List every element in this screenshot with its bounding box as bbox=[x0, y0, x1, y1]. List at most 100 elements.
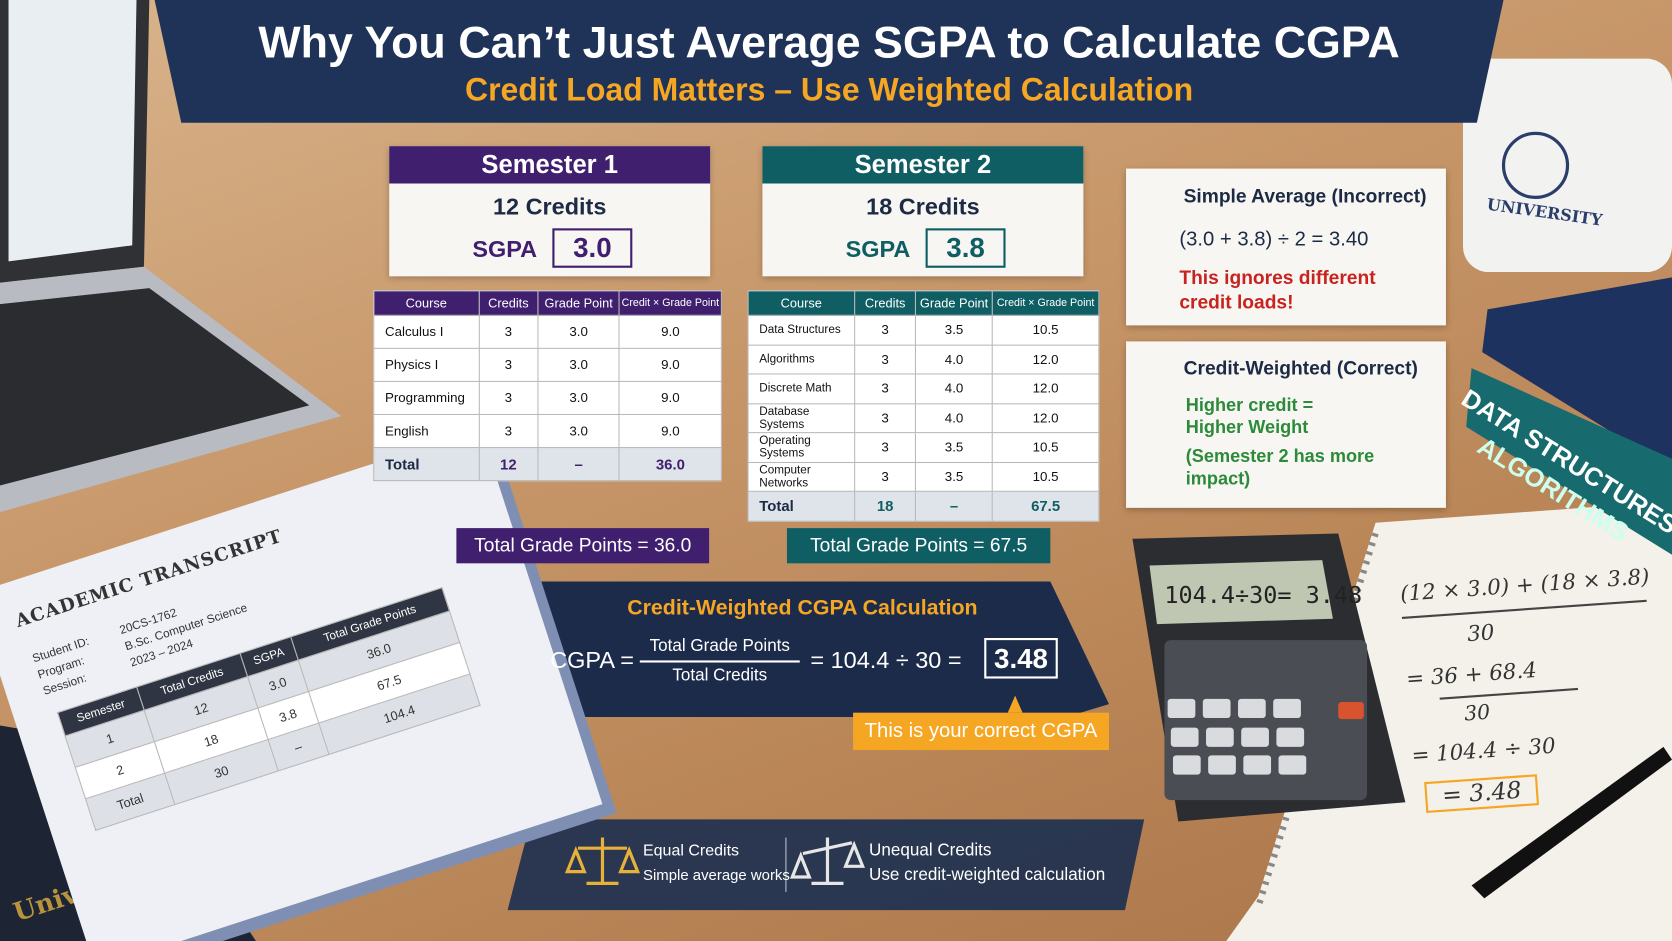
header-banner bbox=[154, 0, 1504, 123]
subtitle: Credit Load Matters – Use Weighted Calcu… bbox=[464, 72, 1194, 108]
cell: 3.0 bbox=[537, 314, 620, 349]
total-cell: 67.5 bbox=[991, 490, 1100, 522]
course-row: Database Systems 3 4.0 12.0 bbox=[747, 402, 1100, 434]
sgpa-label: SGPA bbox=[845, 235, 911, 263]
semester-card: Semester 2 18 Credits SGPA 3.8 bbox=[762, 146, 1084, 277]
footer-title: Equal Credits bbox=[642, 841, 740, 860]
header-row: Course Credits Grade Point Credit × Grade P… bbox=[373, 290, 722, 316]
course-row: English 3 3.0 9.0 bbox=[373, 413, 722, 449]
semester-card: Semester 1 12 Credits SGPA 3.0 bbox=[389, 146, 711, 277]
note: This ignores different credit loads! bbox=[1179, 266, 1376, 313]
footer-text: Simple average works bbox=[642, 866, 790, 884]
total-cell: 18 bbox=[853, 490, 917, 522]
calc-panel bbox=[485, 581, 1109, 717]
sgpa-label: SGPA bbox=[472, 235, 538, 263]
semester-title: Semester 2 bbox=[762, 146, 1084, 184]
pen bbox=[1471, 746, 1672, 899]
cell: 3 bbox=[478, 380, 539, 416]
notebook-workings: (12 × 3.0) + (18 × 3.8) 30 = 36 + 68.4 30 = … bbox=[1377, 545, 1672, 842]
credits: 18 Credits bbox=[866, 193, 980, 220]
cell: Algorithms bbox=[747, 344, 856, 375]
cell: 3.0 bbox=[537, 347, 620, 382]
column-header: Credits bbox=[478, 290, 539, 316]
point: Higher credit = Higher Weight bbox=[1185, 394, 1314, 438]
formula: (3.0 + 3.8) ÷ 2 = 3.40 bbox=[1179, 228, 1369, 251]
cell: 9.0 bbox=[618, 380, 722, 416]
cell: 3 bbox=[478, 347, 539, 382]
cell: 4.0 bbox=[915, 344, 993, 375]
column-header: Course bbox=[747, 290, 856, 316]
cell: 3.0 bbox=[537, 413, 620, 449]
callout: This is your correct CGPA bbox=[853, 712, 1109, 751]
card-title: Credit-Weighted (Correct) bbox=[1183, 357, 1418, 379]
column-header: Credits bbox=[853, 290, 917, 316]
sgpa: 3.0 bbox=[552, 228, 633, 268]
cell: 4.0 bbox=[915, 373, 993, 404]
calc-title: Credit-Weighted CGPA Calculation bbox=[627, 595, 978, 620]
numerator: Total Grade Points bbox=[649, 636, 790, 656]
semester-title: Semester 1 bbox=[389, 146, 711, 184]
cell: Physics I bbox=[373, 347, 480, 382]
header-row: Course Credits Grade Point Credit × Grade P… bbox=[747, 290, 1100, 316]
cell: 10.5 bbox=[991, 314, 1100, 346]
cell: 3 bbox=[853, 344, 917, 375]
cell: Programming bbox=[373, 380, 480, 416]
calculator bbox=[1132, 533, 1406, 822]
note: (Semester 2 has more impact) bbox=[1185, 445, 1375, 489]
credits: 12 Credits bbox=[492, 193, 607, 220]
total-cell: – bbox=[915, 490, 993, 522]
footer-title: Unequal Credits bbox=[869, 841, 992, 860]
total-grade-points: Total Grade Points = 36.0 bbox=[456, 528, 710, 564]
course-row: Computer Networks 3 3.5 10.5 bbox=[747, 461, 1100, 492]
handwriting: 30 bbox=[1466, 618, 1496, 647]
credit-weighted-card: Credit-Weighted (Correct) Higher credit … bbox=[1126, 341, 1446, 508]
cell: 3 bbox=[853, 402, 917, 434]
handwriting: = 36 + 68.4 bbox=[1405, 656, 1538, 692]
cell: 3 bbox=[853, 432, 917, 463]
cell: English bbox=[373, 413, 480, 449]
column-header: Grade Point bbox=[915, 290, 993, 316]
cell: 3 bbox=[478, 413, 539, 449]
cell: 3.5 bbox=[915, 314, 993, 346]
cell: 3 bbox=[853, 373, 917, 404]
column-header: Course bbox=[373, 290, 480, 316]
cell: 12.0 bbox=[991, 344, 1100, 375]
simple-average-card: Simple Average (Incorrect) (3.0 + 3.8) ÷… bbox=[1126, 168, 1446, 326]
total-cell: Total bbox=[373, 447, 480, 482]
cell: 3.5 bbox=[915, 461, 993, 492]
books bbox=[1466, 277, 1672, 555]
cell: Calculus I bbox=[373, 314, 480, 349]
cell: Database Systems bbox=[747, 402, 856, 434]
cell: 3 bbox=[853, 314, 917, 346]
course-row: Calculus I 3 3.0 9.0 bbox=[373, 314, 722, 349]
course-table: Course Credits Grade Point Credit × Grade P… bbox=[373, 290, 722, 482]
total-cell: 36.0 bbox=[618, 447, 722, 482]
handwriting: = 104.4 ÷ 30 bbox=[1410, 732, 1557, 768]
handwriting: = 3.48 bbox=[1424, 774, 1540, 813]
title: Why You Can’t Just Average SGPA to Calcu… bbox=[258, 17, 1400, 68]
cell: 12.0 bbox=[991, 373, 1100, 404]
column-header: Grade Point bbox=[537, 290, 620, 316]
course-row: Operating Systems 3 3.5 10.5 bbox=[747, 432, 1100, 463]
total-cell: 12 bbox=[478, 447, 539, 482]
laptop bbox=[0, 0, 342, 513]
cell: Discrete Math bbox=[747, 373, 856, 404]
handwriting: 30 bbox=[1463, 700, 1491, 726]
column-header: Credit × Grade Point bbox=[991, 290, 1100, 316]
card-title: Simple Average (Incorrect) bbox=[1183, 185, 1427, 207]
cell: Data Structures bbox=[747, 314, 856, 346]
total-row: Total 12–36.0 bbox=[373, 447, 722, 482]
cell: Operating Systems bbox=[747, 432, 856, 463]
result: 3.48 bbox=[984, 638, 1058, 679]
cell: Computer Networks bbox=[747, 461, 856, 492]
sgpa: 3.8 bbox=[925, 228, 1006, 268]
cell: 3.5 bbox=[915, 432, 993, 463]
course-row: Physics I 3 3.0 9.0 bbox=[373, 347, 722, 382]
course-table: Course Credits Grade Point Credit × Grade P… bbox=[747, 290, 1100, 522]
footer-panel bbox=[507, 819, 1145, 911]
cell: 10.5 bbox=[991, 461, 1100, 492]
calc-rhs: = 104.4 ÷ 30 = bbox=[810, 646, 962, 674]
